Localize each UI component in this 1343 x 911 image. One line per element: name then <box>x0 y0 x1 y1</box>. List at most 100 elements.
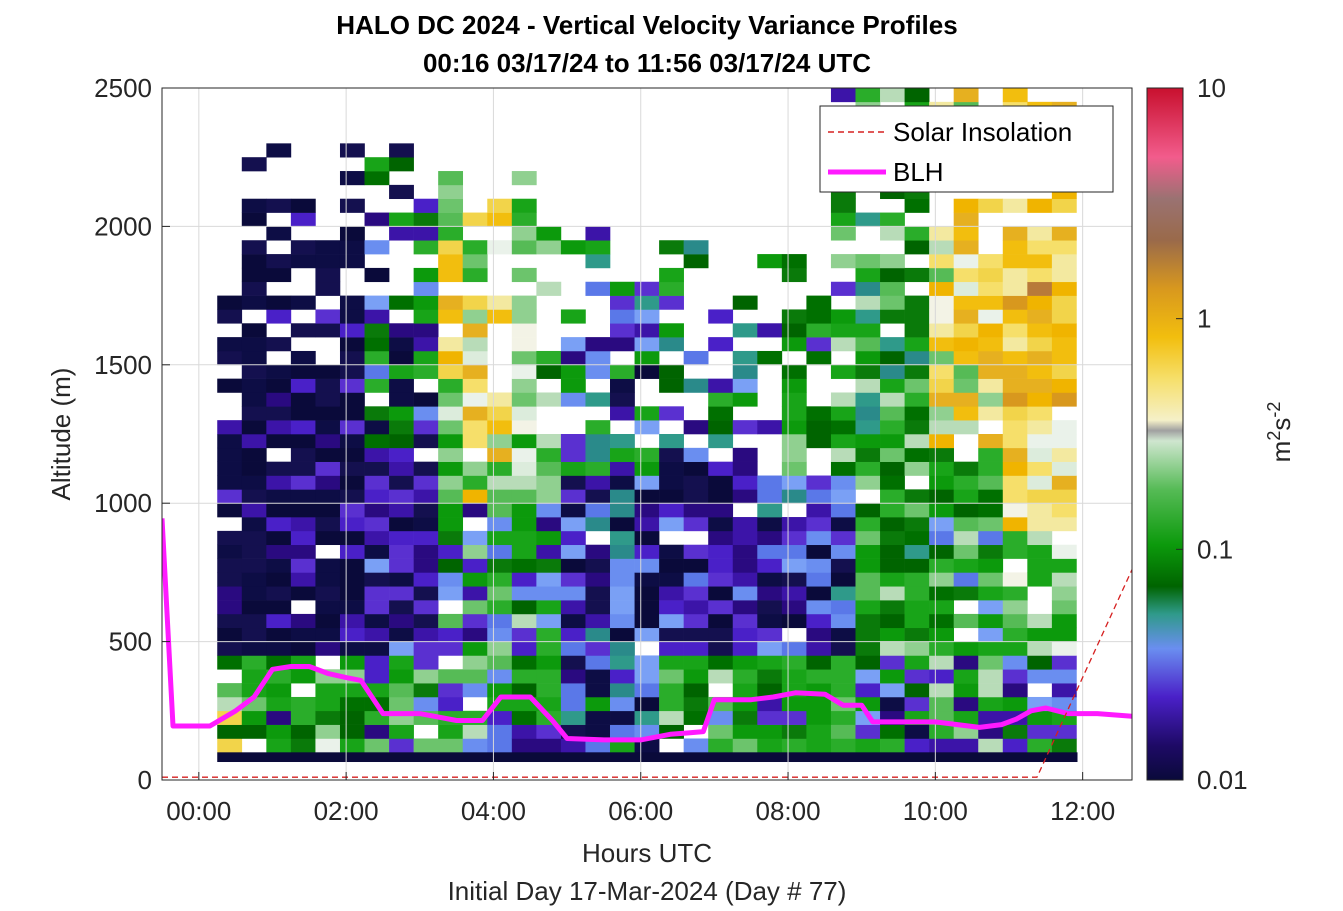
heatmap-cell <box>1027 295 1053 310</box>
heatmap-cell <box>413 364 439 379</box>
legend: Solar Insolation BLH <box>819 105 1114 193</box>
heatmap-cell <box>413 503 439 518</box>
heatmap-cell <box>634 323 660 338</box>
heatmap-cell <box>904 267 930 283</box>
heatmap-cell <box>1051 655 1077 670</box>
heatmap-cell <box>683 350 709 366</box>
heatmap-cell <box>732 364 758 379</box>
heatmap-cell <box>511 212 537 227</box>
heatmap-cell <box>855 503 881 518</box>
heatmap-cell <box>880 655 905 670</box>
heatmap-cell <box>1002 655 1028 670</box>
heatmap-cell <box>929 600 954 615</box>
heatmap-cell <box>1027 198 1053 213</box>
heatmap-cell <box>217 461 243 476</box>
heatmap-cell <box>855 295 881 310</box>
heatmap-cell <box>1002 724 1028 739</box>
heatmap-cell <box>241 710 267 725</box>
heatmap-cell <box>511 655 537 670</box>
heatmap-cell <box>462 392 488 407</box>
heatmap-cell <box>634 710 660 725</box>
heatmap-cell <box>732 447 758 462</box>
heatmap-cell <box>1027 254 1053 269</box>
heatmap-cell <box>634 281 660 296</box>
heatmap-cell <box>855 558 881 573</box>
heatmap-cell <box>708 475 734 490</box>
heatmap-cell <box>830 544 856 559</box>
heatmap-cell <box>732 710 758 725</box>
heatmap-cell <box>339 710 365 725</box>
heatmap-cell <box>929 738 954 753</box>
heatmap-cell <box>659 267 684 283</box>
heatmap-cell <box>953 392 979 407</box>
heatmap-cell <box>413 198 439 213</box>
heatmap-cell <box>266 309 292 324</box>
heatmap-cell <box>315 696 341 712</box>
heatmap-cell <box>585 517 611 532</box>
grid-lines <box>162 87 1132 781</box>
heatmap-cell <box>1002 392 1028 407</box>
heatmap-cell <box>708 600 734 615</box>
heatmap-cell <box>855 724 881 739</box>
heatmap-cell <box>1002 641 1028 656</box>
heatmap-cell <box>1051 475 1077 490</box>
heatmap-cell <box>806 669 832 684</box>
heatmap-cell <box>708 309 734 324</box>
heatmap-cell <box>339 600 365 615</box>
heatmap-cell <box>781 655 807 670</box>
heatmap-cell <box>290 447 316 462</box>
heatmap-cell <box>659 378 684 393</box>
heatmap-cell <box>781 738 807 753</box>
heatmap-cell <box>806 558 832 573</box>
heatmap-cell <box>487 212 513 227</box>
heatmap-cell <box>683 489 709 504</box>
heatmap-cell <box>585 420 611 435</box>
heatmap-cell <box>315 627 341 642</box>
heatmap-cell <box>585 558 611 573</box>
heatmap-cell <box>683 655 709 670</box>
heatmap-cell <box>1051 447 1077 462</box>
heatmap-cell <box>1051 503 1077 518</box>
heatmap-cell <box>953 669 979 684</box>
heatmap-cell <box>953 517 979 532</box>
heatmap-cell <box>880 461 905 476</box>
heatmap-cell <box>683 696 709 712</box>
heatmap-cell <box>389 489 414 504</box>
heatmap-cell <box>830 558 856 573</box>
heatmap-cell <box>880 212 905 227</box>
heatmap-cell <box>315 434 341 449</box>
heatmap-cell <box>1027 655 1053 670</box>
heatmap-cell <box>585 669 611 684</box>
heatmap-cell <box>511 392 537 407</box>
heatmap-cell <box>364 586 390 601</box>
heatmap-cell <box>757 586 783 601</box>
heatmap-cell <box>536 240 562 255</box>
heatmap-cell <box>978 378 1004 393</box>
heatmap-cell <box>536 724 562 739</box>
heatmap-cell <box>659 489 684 504</box>
heatmap-cell <box>315 364 341 379</box>
heatmap-cell <box>462 323 488 338</box>
heatmap-cell <box>487 544 513 559</box>
heatmap-cell <box>683 461 709 476</box>
heatmap-cell <box>634 337 660 352</box>
heatmap-cell <box>880 88 905 103</box>
heatmap-cell <box>904 434 930 449</box>
heatmap-cell <box>389 696 414 712</box>
heatmap-cell <box>830 669 856 684</box>
heatmap-cell <box>830 254 856 269</box>
heatmap-cell <box>929 350 954 366</box>
heatmap-cell <box>364 434 390 449</box>
heatmap-cell <box>290 724 316 739</box>
heatmap-cell <box>634 655 660 670</box>
heatmap-cell <box>634 696 660 712</box>
heatmap-cell <box>315 489 341 504</box>
heatmap-cell <box>904 309 930 324</box>
heatmap-cell <box>438 530 464 546</box>
heatmap-cell <box>1002 627 1028 642</box>
heatmap-cell <box>781 323 807 338</box>
heatmap-cell <box>855 309 881 324</box>
heatmap-cell <box>757 600 783 615</box>
heatmap-cell <box>708 738 734 753</box>
heatmap-cell <box>683 447 709 462</box>
